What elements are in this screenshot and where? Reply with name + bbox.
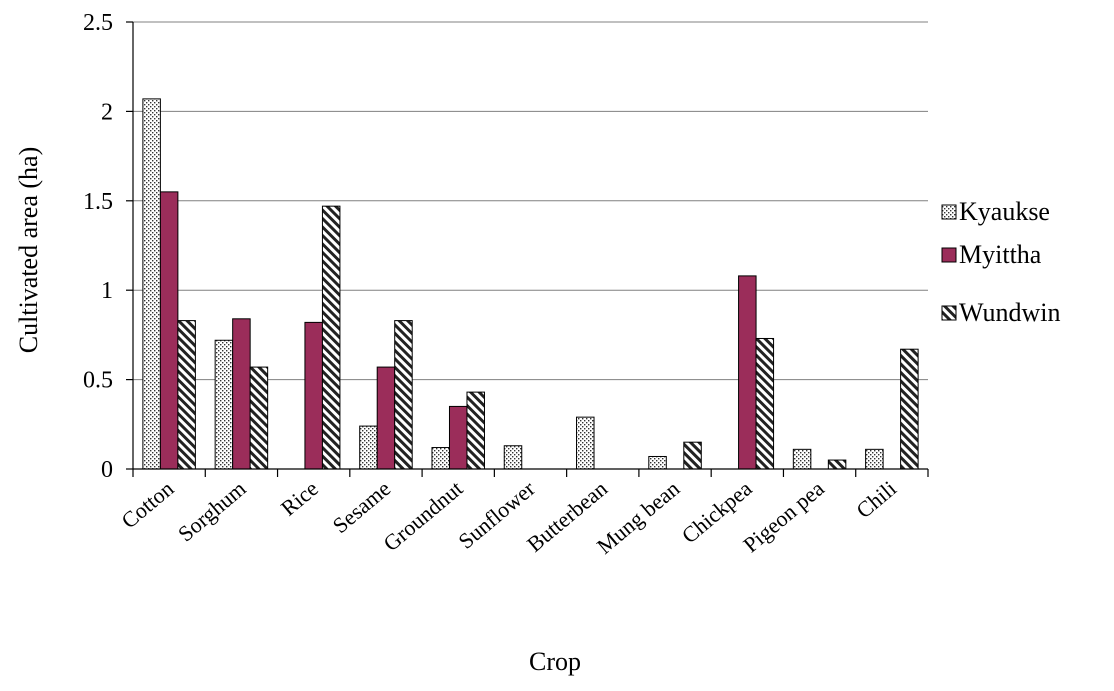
x-tick-label: Sesame bbox=[328, 476, 396, 538]
bar-kyaukse bbox=[359, 425, 378, 470]
bar-wundwin bbox=[683, 441, 702, 470]
y-axis-title: Cultivated area (ha) bbox=[14, 147, 43, 353]
bar-kyaukse bbox=[431, 447, 450, 470]
y-tick-label: 0.5 bbox=[83, 368, 113, 394]
bar-myittha bbox=[448, 405, 468, 470]
x-tick-label: Rice bbox=[276, 476, 323, 521]
bar-wundwin bbox=[177, 320, 196, 470]
bar-kyaukse bbox=[792, 448, 812, 470]
y-tick-labels: 0 0.5 1 1.5 2 2.5 bbox=[83, 10, 113, 483]
bars-layer bbox=[142, 98, 919, 470]
bar-kyaukse bbox=[576, 416, 595, 470]
y-tick-label: 0 bbox=[101, 457, 113, 483]
x-tick-label: Sorghum bbox=[173, 476, 251, 547]
y-tick-label: 2.5 bbox=[83, 10, 113, 36]
bar-wundwin bbox=[900, 348, 919, 470]
bar-wundwin bbox=[249, 366, 269, 470]
bar-wundwin bbox=[466, 391, 485, 470]
legend-label-myittha: Myittha bbox=[959, 240, 1042, 269]
bar-wundwin bbox=[321, 205, 341, 470]
x-tick-label: Chili bbox=[851, 476, 901, 523]
bar-kyaukse bbox=[503, 445, 523, 470]
legend-swatch-myittha bbox=[941, 247, 957, 263]
legend: Kyaukse Myittha Wundwin bbox=[941, 197, 1061, 327]
legend-swatch-kyaukse bbox=[941, 204, 957, 220]
x-tick-label: Groundnut bbox=[378, 476, 467, 556]
y-tick-label: 2 bbox=[101, 99, 113, 125]
bar-wundwin bbox=[755, 337, 775, 470]
bar-kyaukse bbox=[142, 98, 161, 470]
y-tick-label: 1 bbox=[101, 278, 113, 304]
axes-layer bbox=[126, 21, 929, 477]
bar-wundwin bbox=[827, 459, 847, 470]
x-axis-title: Crop bbox=[529, 647, 581, 676]
legend-label-wundwin: Wundwin bbox=[959, 298, 1061, 327]
x-tick-label: Cotton bbox=[116, 476, 178, 534]
bar-myittha bbox=[232, 318, 251, 470]
bar-wundwin bbox=[394, 320, 413, 470]
bar-kyaukse bbox=[214, 339, 234, 470]
bar-myittha bbox=[738, 275, 757, 470]
bar-myittha bbox=[304, 321, 323, 470]
legend-swatch-wundwin bbox=[941, 305, 957, 321]
x-tick-label: Pigeon pea bbox=[738, 476, 829, 558]
gridlines bbox=[133, 21, 928, 381]
bar-kyaukse bbox=[648, 455, 667, 470]
bar-myittha bbox=[159, 191, 179, 470]
bar-kyaukse bbox=[865, 448, 884, 470]
legend-label-kyaukse: Kyaukse bbox=[959, 197, 1050, 226]
bar-myittha bbox=[376, 366, 396, 470]
y-tick-label: 1.5 bbox=[83, 189, 113, 215]
